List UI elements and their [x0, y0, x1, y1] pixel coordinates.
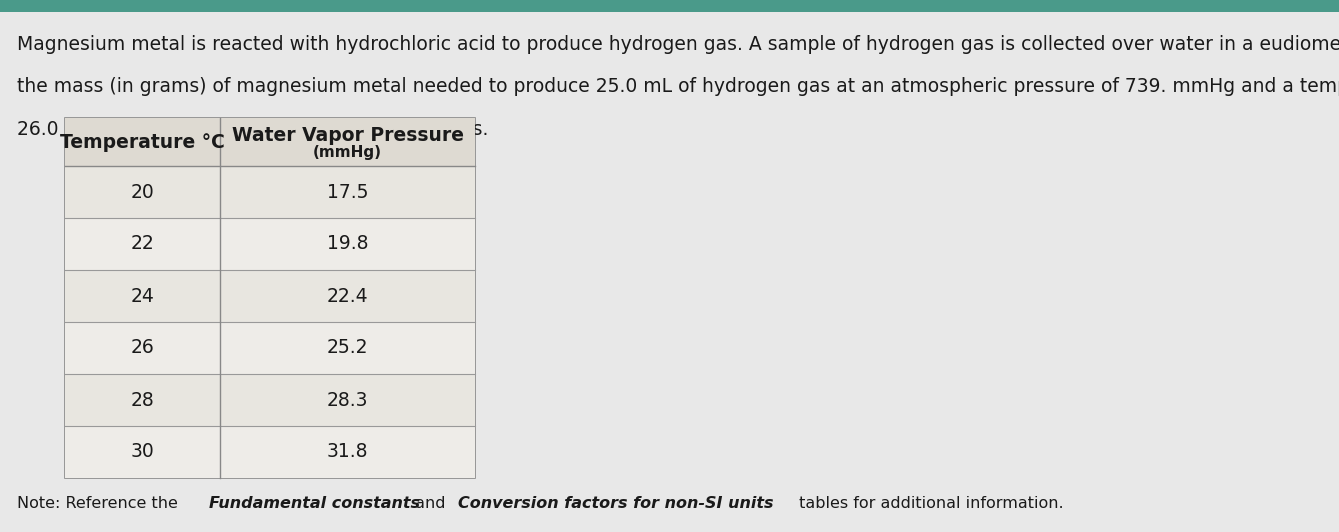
Point	[58, 267, 74, 273]
Text: 22.4: 22.4	[327, 287, 368, 305]
Text: 19.8: 19.8	[327, 235, 368, 254]
Text: 30: 30	[131, 443, 154, 461]
Bar	[66, 166, 475, 218]
Text: Note: Reference the: Note: Reference the	[17, 496, 183, 511]
Text: 17.5: 17.5	[327, 182, 368, 202]
Bar	[66, 322, 475, 374]
Text: Temperature °C: Temperature °C	[60, 132, 225, 152]
Point	[58, 215, 74, 221]
Point	[212, 475, 228, 481]
Text: 25.2: 25.2	[327, 338, 368, 358]
Text: 20: 20	[131, 182, 154, 202]
Text: 26.0 °C. Round your answer to 3 significant digits.: 26.0 °C. Round your answer to 3 signific…	[17, 120, 489, 139]
Text: 22: 22	[131, 235, 154, 254]
Bar	[66, 218, 475, 270]
Text: 26: 26	[131, 338, 154, 358]
Text: and: and	[410, 496, 451, 511]
Text: (mmHg): (mmHg)	[313, 145, 382, 160]
Bar	[66, 426, 475, 478]
Bar	[66, 118, 475, 166]
Point	[58, 319, 74, 325]
Bar	[66, 374, 475, 426]
Point	[467, 163, 483, 169]
Text: tables for additional information.: tables for additional information.	[794, 496, 1063, 511]
Point	[212, 115, 228, 121]
Point	[58, 371, 74, 377]
Text: 28.3: 28.3	[327, 390, 368, 410]
Point	[58, 163, 74, 169]
Point	[58, 423, 74, 429]
Bar	[66, 118, 475, 478]
Point	[467, 371, 483, 377]
Text: Magnesium metal is reacted with hydrochloric acid to produce hydrogen gas. A sam: Magnesium metal is reacted with hydrochl…	[17, 35, 1339, 54]
Point	[467, 215, 483, 221]
Bar	[0, 0, 1339, 12]
Point	[467, 319, 483, 325]
Text: Conversion factors for non-SI units: Conversion factors for non-SI units	[458, 496, 774, 511]
Bar	[66, 270, 475, 322]
Point	[467, 267, 483, 273]
Text: the mass (in grams) of magnesium metal needed to produce 25.0 mL of hydrogen gas: the mass (in grams) of magnesium metal n…	[17, 77, 1339, 96]
Text: Fundamental constants: Fundamental constants	[209, 496, 420, 511]
Point	[467, 423, 483, 429]
Text: 24: 24	[131, 287, 154, 305]
Text: Water Vapor Pressure: Water Vapor Pressure	[232, 126, 463, 145]
Text: 31.8: 31.8	[327, 443, 368, 461]
Text: 28: 28	[131, 390, 154, 410]
